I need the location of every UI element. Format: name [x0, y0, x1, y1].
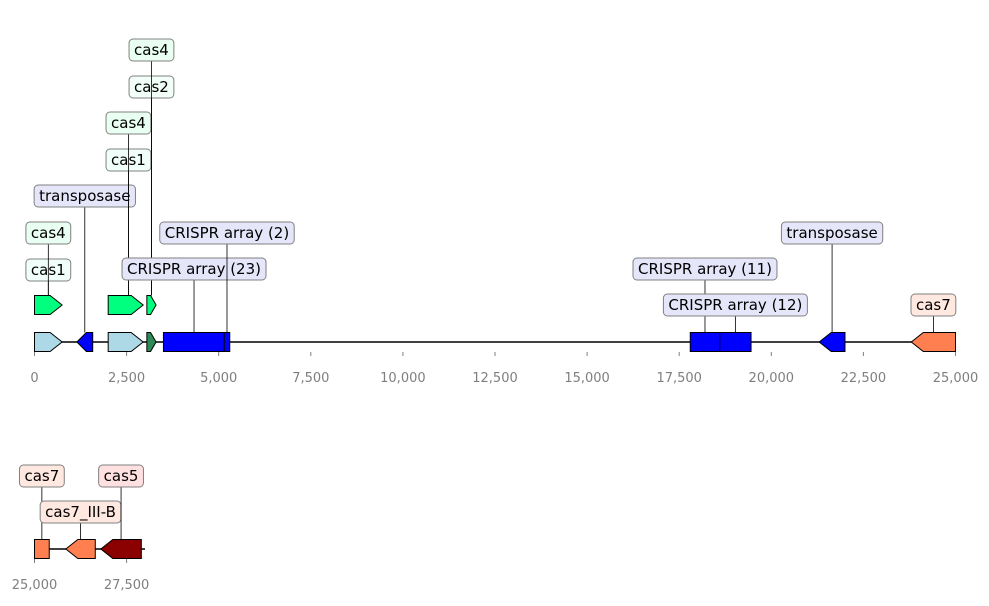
label-box	[105, 111, 152, 135]
tick-label: 10,000	[380, 371, 426, 386]
gene-feature[interactable]	[34, 332, 63, 352]
label-box	[18, 464, 65, 488]
gene-feature[interactable]	[76, 332, 94, 352]
gene-feature[interactable]	[689, 332, 721, 352]
tick-label: 27,500	[104, 578, 150, 593]
tick-label: 15,000	[564, 371, 610, 386]
label-box	[33, 184, 136, 208]
feature-label[interactable]: cas7	[18, 464, 65, 488]
tick-label: 25,000	[933, 371, 979, 386]
feature-label-text: cas7	[24, 467, 59, 485]
feature-label-text: cas4	[134, 41, 169, 59]
feature-label[interactable]: CRISPR array (11)	[632, 257, 778, 281]
label-box	[159, 221, 295, 245]
feature-label-text: cas4	[111, 114, 146, 132]
feature-label[interactable]: cas7	[910, 293, 957, 317]
feature-label-text: transposase	[786, 224, 877, 242]
feature-label-text: cas7_III-B	[45, 503, 116, 522]
feature-label-text: CRISPR array (2)	[165, 224, 289, 242]
gene-feature[interactable]	[107, 295, 144, 315]
gene-feature[interactable]	[107, 332, 144, 352]
feature-label[interactable]: cas4	[105, 111, 152, 135]
feature-label[interactable]: transposase	[780, 221, 884, 245]
track2: 25,000 27,500 cas7 cas7_III-B cas5	[12, 464, 150, 593]
label-box	[128, 38, 175, 62]
tick-label: 7,500	[292, 371, 329, 386]
gene-feature[interactable]	[146, 295, 157, 315]
gene-feature[interactable]	[719, 332, 752, 352]
tick-label: 2,500	[108, 371, 145, 386]
label-box	[25, 221, 72, 245]
gene-feature[interactable]	[162, 332, 225, 352]
tick-label: 22,500	[841, 371, 887, 386]
feature-label-text: cas5	[104, 467, 139, 485]
feature-label[interactable]: CRISPR array (2)	[159, 221, 295, 245]
feature-label-text: cas4	[31, 224, 66, 242]
feature-label-text: cas7	[916, 296, 951, 314]
label-box	[98, 464, 144, 488]
label-box	[632, 257, 778, 281]
feature-label[interactable]: CRISPR array (12)	[662, 293, 808, 317]
tick-label: 0	[30, 371, 38, 386]
feature-label-text: transposase	[39, 187, 130, 205]
feature-label-text: CRISPR array (12)	[668, 296, 802, 314]
tick-label: 20,000	[749, 371, 795, 386]
feature-label[interactable]: CRISPR array (23)	[121, 257, 267, 281]
feature-label[interactable]: cas5	[98, 464, 144, 488]
tick-label: 25,000	[12, 578, 58, 593]
feature-label[interactable]: transposase	[33, 184, 136, 208]
gene-feature[interactable]	[223, 332, 231, 352]
gene-feature[interactable]	[146, 332, 157, 352]
gene-feature[interactable]	[65, 539, 96, 559]
tick-label: 5,000	[200, 371, 237, 386]
label-box	[910, 293, 957, 317]
gene-feature[interactable]	[99, 539, 142, 559]
feature-label-text: CRISPR array (23)	[127, 260, 261, 278]
feature-label[interactable]: cas7_III-B	[39, 500, 122, 524]
gene-feature[interactable]	[910, 332, 956, 352]
gene-feature[interactable]	[34, 539, 50, 559]
label-box	[780, 221, 884, 245]
tick-label: 17,500	[656, 371, 702, 386]
feature-label[interactable]: cas4	[25, 221, 72, 245]
feature-label-text: CRISPR array (11)	[638, 260, 772, 278]
gene-feature[interactable]	[34, 295, 63, 315]
label-box	[121, 257, 267, 281]
feature-label[interactable]: cas4	[128, 38, 175, 62]
gene-feature[interactable]	[818, 332, 846, 352]
label-box	[662, 293, 808, 317]
track1: 0 2,500 5,000 7,500 10,000 12,500 15,000 17,500…	[25, 38, 979, 386]
tick-label: 12,500	[472, 371, 518, 386]
